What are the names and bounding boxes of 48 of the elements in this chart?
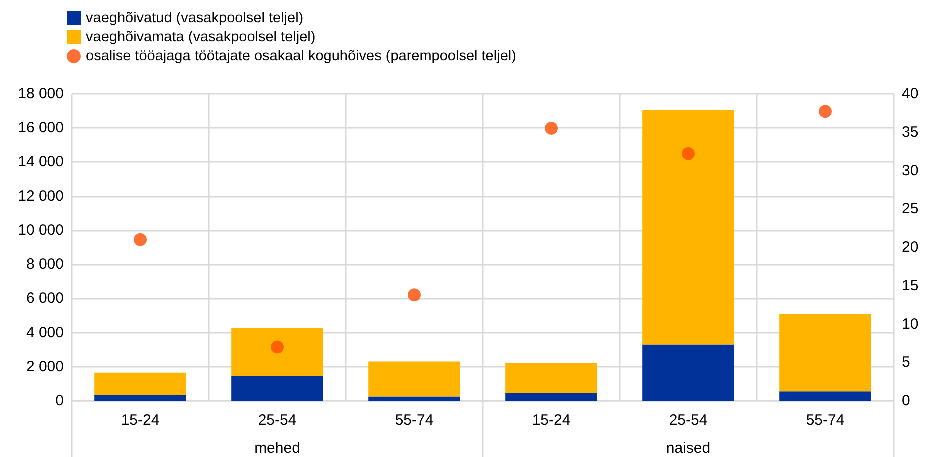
legend-label: osalise tööajaga töötajate osakaal koguhõives (parempoolsel teljel) [86,48,516,64]
bar [232,376,324,401]
y2-tick-label: 40 [902,86,919,102]
bar [506,363,598,394]
bar [94,372,186,396]
point [408,288,421,302]
y2-tick-label: 15 [902,277,919,294]
point [271,340,284,354]
bar [368,362,460,397]
x-tick-label: 55-74 [806,412,845,429]
legend-label: vaeghõivamata (vasakpoolsel teljel) [86,30,316,46]
y-tick-label: 8 000 [26,256,64,274]
bar [368,396,460,401]
y-tick-label: 10 000 [18,222,64,239]
bar [780,392,872,401]
y2-tick-label: 10 [902,316,919,333]
bar [642,110,734,345]
y2-tick-label: 0 [902,392,910,410]
y-tick-label: 2 000 [26,358,64,376]
y2-tick-label: 30 [902,162,919,180]
bar [642,344,734,401]
y-tick-label: 18 000 [18,86,64,102]
y-tick-label: 6 000 [26,290,64,308]
x-tick-label: 15-24 [121,412,160,429]
x-tick-label: 55-74 [395,412,434,429]
point [682,147,695,160]
bar [780,314,872,392]
legend-label: vaeghõivatud (vasakpoolsel teljel) [86,10,304,26]
bar [506,393,598,401]
point [134,233,147,246]
bar [94,395,186,401]
y-tick-label: 4 000 [26,324,64,342]
y-tick-label: 14 000 [18,154,64,171]
y-tick-label: 12 000 [18,188,64,205]
text: naised [666,440,711,457]
x-tick-label: 15-24 [532,412,571,429]
point [545,122,558,136]
y2-tick-label: 25 [902,200,919,218]
y2-tick-label: 5 [902,354,910,372]
y2-tick-label: 35 [902,124,919,141]
text: mehed [254,440,300,457]
x-tick-label: 25-54 [258,412,297,429]
bar [232,328,324,376]
x-tick-label: 25-54 [669,412,708,429]
y-tick-label: 0 [56,392,64,410]
point [819,105,832,118]
y2-tick-label: 20 [902,239,919,256]
y-tick-label: 16 000 [18,120,64,137]
